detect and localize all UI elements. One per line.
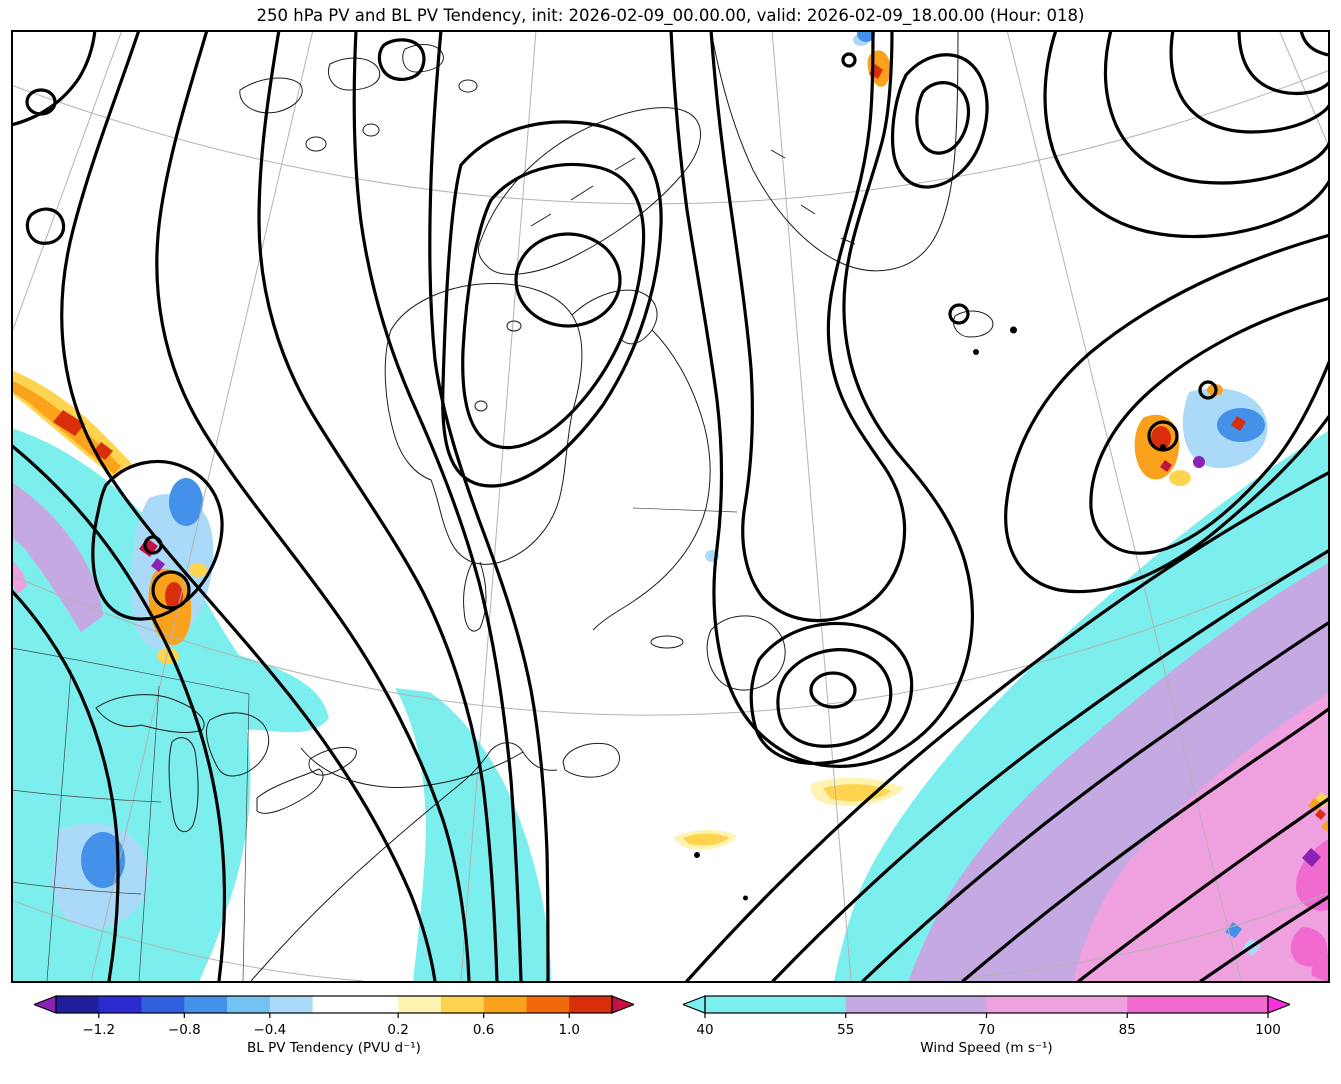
colorbar-outline [55, 995, 613, 1014]
wind-speed-colorbar: 40 55 70 85 100 Wind Speed (m s⁻¹) [681, 994, 1292, 1066]
colorbar-left-arrow [681, 995, 706, 1014]
colorbar-tick-label: −0.4 [253, 1022, 286, 1038]
map-canvas [11, 30, 1330, 983]
colorbar-segment [98, 996, 143, 1013]
colorbar-segment [184, 996, 228, 1013]
colorbar-tick-label: −0.8 [168, 1022, 201, 1038]
colorbar-segment [440, 996, 485, 1013]
colorbar-segment [398, 996, 442, 1013]
colorbar-tick-label: 100 [1255, 1022, 1281, 1038]
colorbar-tick-label: 40 [696, 1022, 713, 1038]
colorbar-segment [569, 996, 613, 1013]
latitude-gridlines [11, 69, 1330, 982]
blpv-shading-over-crimson [139, 460, 1172, 557]
colorbar-right-arrow [611, 995, 636, 1014]
colorbar-segment [986, 996, 1128, 1013]
colorbar-tick-label: 1.0 [559, 1022, 580, 1038]
pv-contours [11, 30, 1330, 983]
colorbar-segment [483, 996, 527, 1013]
colorbar-right-arrow [1267, 995, 1292, 1014]
wind-speed-colorbar-label: Wind Speed (m s⁻¹) [920, 1040, 1053, 1056]
wind-shading-70-85 [11, 560, 1330, 983]
colorbar-segment [1127, 996, 1269, 1013]
map-frame [11, 30, 1330, 983]
wind_speed-svg: 40 55 70 85 100 [681, 995, 1292, 1038]
colorbar-segment [312, 996, 399, 1013]
colorbar-segment [141, 996, 185, 1013]
colorbar-tick-label: 55 [837, 1022, 854, 1038]
coastlines [95, 30, 994, 982]
blpv-colorbar-label: BL PV Tendency (PVU d⁻¹) [247, 1040, 421, 1056]
map-panel [11, 30, 1330, 983]
figure-title: 250 hPa PV and BL PV Tendency, init: 202… [256, 6, 1085, 25]
blpv-colorbar: −1.2 −0.8 −0.4 0.2 0.6 1.0 BL PV Tendency (PV… [32, 994, 636, 1066]
wind-shading-85-100 [1290, 838, 1330, 983]
colorbar-segment [705, 996, 847, 1013]
colorbar-tick-label: −1.2 [82, 1022, 115, 1038]
colorbar-tick-label: 85 [1119, 1022, 1136, 1038]
colorbar-tick-label: 0.6 [473, 1022, 494, 1038]
colorbar-segment [526, 996, 570, 1013]
colorbar-tick-label: 70 [978, 1022, 995, 1038]
colorbar-segment [227, 996, 271, 1013]
bl_pv_tendency-svg: −1.2 −0.8 −0.4 0.2 0.6 1.0 [32, 995, 636, 1038]
colorbar-segment [845, 996, 987, 1013]
state-borders [11, 507, 738, 982]
colorbar-segment [269, 996, 314, 1013]
longitude-gridlines [11, 30, 1330, 982]
colorbar-segment [56, 996, 100, 1013]
colorbar-tick-label: 0.2 [387, 1022, 408, 1038]
colorbar-left-arrow [32, 995, 57, 1014]
